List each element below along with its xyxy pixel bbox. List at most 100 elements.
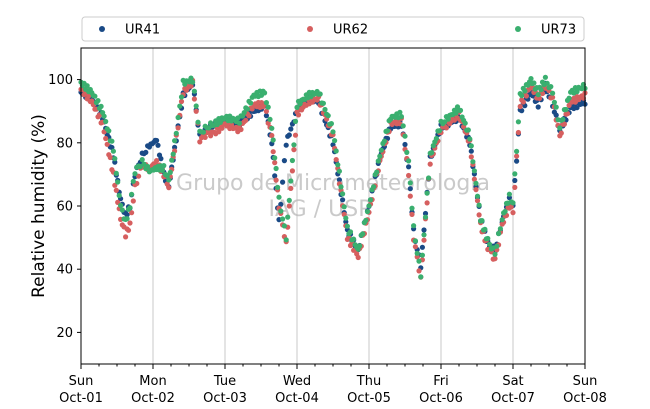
UR62-point — [407, 193, 413, 199]
UR73-point — [110, 148, 116, 154]
UR62-point — [406, 172, 412, 179]
UR62-point — [558, 130, 564, 136]
UR73-point — [330, 129, 336, 135]
UR73-point — [574, 89, 580, 95]
UR62-point — [243, 117, 249, 123]
watermark: Grupo de Micrometeorologia IAG / USP — [176, 171, 490, 222]
UR62-point — [512, 184, 518, 190]
UR73-point — [371, 184, 377, 190]
UR73-point — [467, 136, 473, 142]
UR73-point — [424, 190, 430, 196]
UR62-point — [249, 106, 255, 112]
x-tick-label-date-2: Oct-03 — [203, 391, 247, 406]
UR73-point — [422, 214, 429, 220]
UR73-point — [528, 76, 534, 82]
UR73-point — [338, 184, 344, 190]
UR62-point — [272, 160, 278, 166]
UR73-point — [419, 252, 425, 258]
UR73-point — [124, 216, 130, 222]
UR62-point — [154, 158, 160, 164]
UR73-point — [288, 178, 294, 184]
UR73-point — [506, 191, 512, 197]
UR73-point — [322, 106, 328, 113]
UR73-point — [272, 155, 278, 161]
UR62-point — [228, 121, 234, 128]
UR73-point — [280, 216, 286, 222]
UR73-point — [347, 229, 354, 235]
UR62-point — [473, 187, 479, 193]
UR73-point — [465, 127, 471, 133]
UR73-point — [332, 138, 338, 144]
UR73-point — [101, 113, 107, 119]
UR73-point — [473, 180, 479, 186]
y-tick-label-80: 80 — [56, 136, 73, 151]
legend: UR41 UR62 UR73 — [81, 16, 585, 42]
UR73-point — [411, 223, 417, 229]
UR73-point — [548, 84, 554, 90]
UR73-point — [195, 119, 201, 125]
x-tick-label-day-0: Sun — [69, 374, 94, 389]
legend-label-UR73: UR73 — [541, 23, 576, 38]
UR62-point — [273, 177, 279, 183]
UR73-point — [175, 114, 181, 121]
UR73-point — [132, 171, 138, 177]
y-tick-label-20: 20 — [56, 326, 73, 341]
y-tick-label-60: 60 — [56, 200, 73, 215]
UR73-point — [281, 223, 287, 229]
UR41-point — [172, 144, 178, 150]
UR73-point — [364, 209, 371, 215]
UR73-point — [519, 92, 525, 99]
UR62-point — [427, 161, 433, 167]
UR73-point — [412, 238, 418, 244]
UR73-point — [351, 236, 357, 242]
UR73-point — [445, 116, 451, 122]
legend-marker-UR62 — [307, 26, 313, 32]
UR73-point — [115, 179, 121, 185]
UR73-point — [283, 237, 289, 243]
UR41-point — [535, 104, 541, 110]
UR73-point — [344, 223, 350, 229]
UR62-point — [125, 227, 132, 233]
UR73-point — [363, 217, 369, 223]
data-points — [78, 74, 588, 280]
UR73-point — [375, 158, 381, 164]
UR73-point — [414, 250, 420, 256]
series-UR73 — [78, 74, 588, 280]
UR73-point — [457, 107, 464, 113]
UR41-point — [514, 158, 520, 164]
UR73-point — [340, 191, 346, 197]
UR73-point — [409, 205, 415, 211]
UR41-point — [406, 164, 412, 170]
UR73-point — [421, 232, 427, 238]
UR62-point — [123, 234, 129, 240]
UR41-point — [402, 141, 408, 148]
UR41-point — [512, 177, 518, 184]
UR73-point — [343, 215, 349, 221]
y-tick-label-40: 40 — [56, 263, 73, 278]
UR62-point — [291, 147, 297, 153]
UR73-point — [169, 157, 175, 163]
UR73-point — [170, 151, 176, 157]
UR73-point — [177, 103, 183, 109]
UR62-point — [175, 125, 181, 131]
legend-marker-UR41 — [99, 26, 105, 32]
UR62-point — [197, 139, 203, 145]
UR62-point — [191, 96, 197, 102]
UR62-point — [424, 200, 430, 206]
UR73-point — [474, 193, 481, 199]
x-tick-label-date-5: Oct-06 — [419, 391, 463, 406]
UR62-point — [468, 154, 474, 160]
UR73-point — [139, 157, 145, 163]
UR62-point — [561, 121, 568, 127]
UR62-point — [412, 244, 418, 250]
UR62-point — [216, 129, 222, 135]
UR73-point — [366, 203, 372, 209]
UR73-point — [217, 119, 223, 125]
UR73-point — [241, 110, 247, 116]
UR41-point — [519, 108, 525, 114]
UR73-point — [113, 170, 119, 176]
UR73-point — [433, 135, 439, 142]
UR41-point — [286, 132, 292, 138]
UR73-point — [320, 100, 326, 106]
UR73-point — [378, 147, 384, 153]
